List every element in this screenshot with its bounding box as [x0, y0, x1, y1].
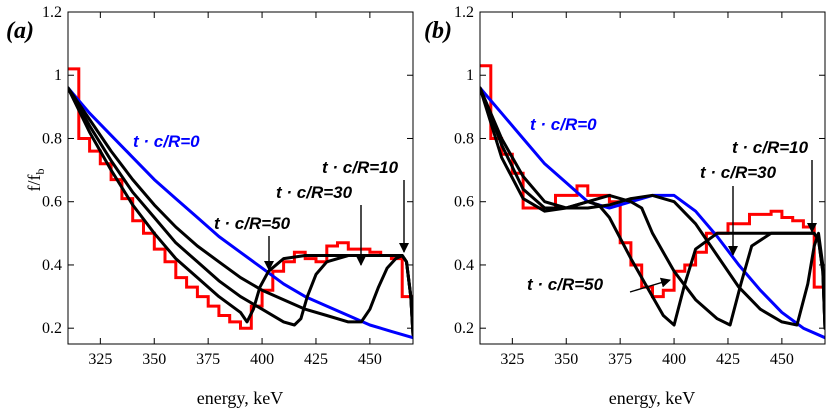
- y-tick-label: 0.4: [42, 257, 62, 274]
- annotation-label: t · c/R=50: [527, 275, 604, 294]
- x-tick-label: 400: [250, 351, 274, 368]
- annotation-label: t · c/R=50: [214, 214, 291, 233]
- panel-0: 325 350 375 400 425 450 0.2 0.4 0.6 0.8 1 1.2 (a) ene…: [6, 4, 414, 408]
- annotation-label: t · c/R=30: [700, 163, 777, 182]
- y-tick-label: 1.2: [454, 4, 474, 21]
- y-tick-label: 0.2: [454, 320, 474, 337]
- annotation-label: t · c/R=0: [133, 132, 200, 151]
- y-axis-label-main: f/f: [24, 175, 44, 192]
- annotation-label: t · c/R=0: [530, 115, 597, 134]
- x-tick-label: 325: [500, 351, 524, 368]
- y-tick-label: 1: [54, 67, 62, 84]
- x-tick-label: 375: [608, 351, 632, 368]
- annotation-arrow: [629, 277, 671, 293]
- plot-area: [480, 64, 825, 340]
- x-tick-label: 450: [770, 351, 794, 368]
- plot-area: [68, 67, 413, 340]
- annotation-label: t · c/R=30: [276, 183, 353, 202]
- panel-label: (a): [6, 18, 34, 44]
- y-tick-label: 0.8: [454, 130, 474, 147]
- series-line-3: [68, 86, 413, 336]
- plot-frame: [479, 11, 826, 345]
- y-tick-label: 0.8: [42, 130, 62, 147]
- x-tick-label: 450: [358, 351, 382, 368]
- annotation-label: t · c/R=10: [732, 138, 809, 157]
- panel-label: (b): [424, 18, 452, 44]
- panel-1: 325 350 375 400 425 450 0.2 0.4 0.6 0.8 1 1.2(b) ene…: [424, 4, 826, 408]
- x-tick-label: 375: [196, 351, 220, 368]
- y-axis-label: f/fb: [24, 169, 47, 192]
- x-tick-label: 350: [554, 351, 578, 368]
- y-tick-label: 0.6: [42, 194, 62, 211]
- annotation-label: t · c/R=10: [322, 158, 399, 177]
- y-tick-label: 0.2: [42, 320, 62, 337]
- x-axis-label: energy, keV: [197, 388, 283, 408]
- y-axis-label-sub: b: [33, 169, 47, 175]
- x-tick-label: 350: [142, 351, 166, 368]
- y-tick-label: 0.4: [454, 257, 474, 274]
- x-tick-label: 400: [662, 351, 686, 368]
- y-tick-label: 0.6: [454, 194, 474, 211]
- x-tick-label: 425: [716, 351, 740, 368]
- x-tick-label: 425: [304, 351, 328, 368]
- series-line-0: [68, 86, 413, 340]
- x-axis-label: energy, keV: [609, 388, 695, 408]
- y-tick-label: 1: [466, 67, 474, 84]
- histogram-data: [68, 67, 413, 330]
- y-tick-label: 1.2: [42, 4, 62, 21]
- plot-frame: [67, 11, 414, 345]
- series-line-1: [480, 86, 825, 330]
- series-line-3: [480, 86, 825, 330]
- x-tick-label: 325: [88, 351, 112, 368]
